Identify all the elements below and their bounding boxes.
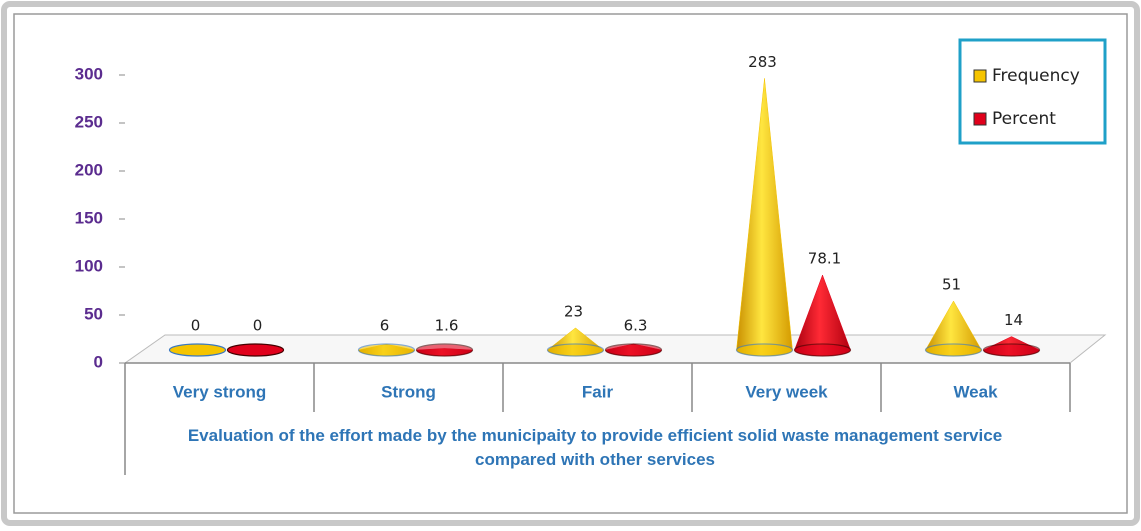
cone-base — [735, 343, 794, 357]
cone-base — [982, 343, 1041, 357]
cone — [546, 327, 605, 357]
cone-base — [924, 343, 983, 357]
cone — [168, 343, 227, 357]
x-tick-label: Strong — [381, 382, 436, 401]
cone-base — [226, 343, 285, 357]
x-axis-label: Evaluation of the effort made by the mun… — [187, 426, 1003, 469]
x-tick-label: Very week — [745, 382, 828, 401]
cone — [982, 336, 1041, 357]
value-label: 78.1 — [808, 250, 841, 268]
legend-label: Percent — [992, 109, 1056, 129]
x-tick-label: Very strong — [173, 382, 267, 401]
x-tick-label: Fair — [582, 382, 614, 401]
cone-base — [168, 343, 227, 357]
y-tick-label: 0 — [94, 352, 103, 371]
cone-base — [415, 343, 474, 357]
y-tick-label: 300 — [75, 64, 103, 83]
cone — [735, 78, 794, 357]
value-label: 6 — [380, 317, 390, 335]
value-label: 283 — [748, 53, 777, 71]
cone — [604, 343, 663, 357]
cone-base — [793, 343, 852, 357]
value-label: 0 — [253, 317, 263, 335]
value-label: 1.6 — [435, 317, 459, 335]
legend — [958, 38, 1107, 145]
y-tick-label: 50 — [84, 304, 103, 323]
cone — [415, 343, 474, 357]
inner-frame — [13, 13, 1128, 514]
value-label: 23 — [564, 302, 583, 320]
value-label: 14 — [1004, 311, 1023, 329]
value-label: 51 — [942, 276, 961, 294]
cone — [226, 343, 285, 357]
cone-base — [604, 343, 663, 357]
legend-swatch — [973, 112, 987, 126]
cone — [357, 343, 416, 357]
y-tick-label: 250 — [75, 112, 103, 131]
y-tick-label: 100 — [75, 256, 103, 275]
value-label: 6.3 — [624, 317, 648, 335]
y-tick-label: 150 — [75, 208, 103, 227]
legend-swatch — [973, 69, 987, 83]
y-tick-label: 200 — [75, 160, 103, 179]
legend-label: Frequency — [992, 66, 1080, 86]
cone-base — [546, 343, 605, 357]
cone-base — [357, 343, 416, 357]
value-label: 0 — [191, 317, 201, 335]
x-tick-label: Weak — [953, 382, 998, 401]
cone — [793, 274, 852, 357]
cone — [924, 300, 983, 357]
